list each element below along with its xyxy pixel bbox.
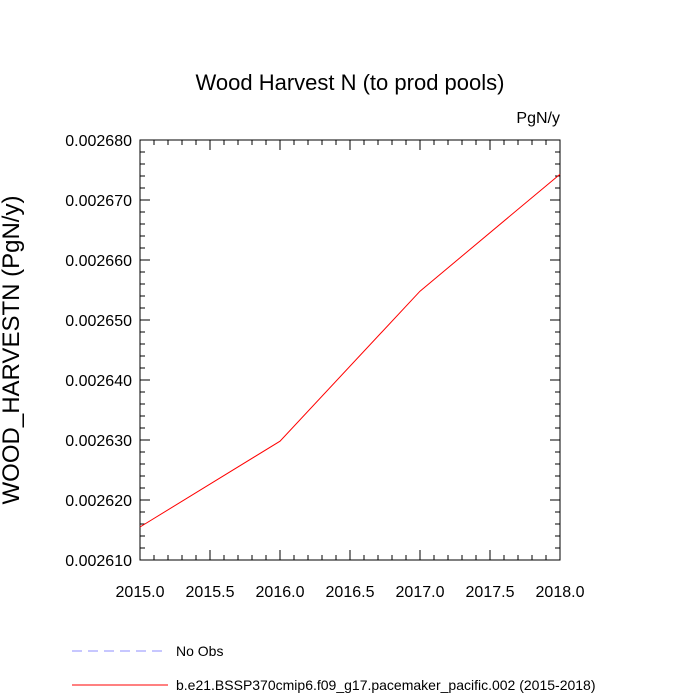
- units-label: PgN/y: [516, 110, 560, 127]
- x-tick-label: 2016.0: [256, 584, 305, 601]
- y-axis-label: WOOD_HARVESTN (PgN/y): [0, 196, 25, 505]
- x-tick-label: 2015.5: [186, 584, 235, 601]
- x-axis-tick-labels: 2015.0 2015.5 2016.0 2016.5 2017.0 2017.5 2018…: [116, 584, 585, 601]
- x-tick-label: 2015.0: [116, 584, 165, 601]
- y-tick-label: 0.002640: [65, 373, 132, 390]
- x-tick-label: 2017.5: [466, 584, 515, 601]
- series-group: [139, 173, 561, 528]
- y-tick-label: 0.002680: [65, 133, 132, 150]
- x-tick-label: 2016.5: [326, 584, 375, 601]
- legend: No Obs b.e21.BSSP370cmip6.f09_g17.pacema…: [72, 643, 596, 693]
- y-tick-label: 0.002660: [65, 253, 132, 270]
- y-tick-label: 0.002620: [65, 493, 132, 510]
- y-tick-label: 0.002610: [65, 553, 132, 570]
- x-axis-ticks: [139, 140, 561, 560]
- chart-title: Wood Harvest N (to prod pools): [196, 70, 505, 95]
- y-tick-label: 0.002630: [65, 433, 132, 450]
- y-tick-label: 0.002670: [65, 193, 132, 210]
- plot-frame: [139, 139, 561, 561]
- y-axis-ticks: [140, 139, 560, 561]
- x-tick-label: 2017.0: [396, 584, 445, 601]
- y-tick-label: 0.002650: [65, 313, 132, 330]
- legend-label-no-obs: No Obs: [176, 643, 223, 659]
- y-axis-tick-labels: 0.002610 0.002620 0.002630 0.002640 0.002650…: [65, 133, 132, 570]
- series-line: [139, 173, 561, 528]
- x-tick-label: 2018.0: [536, 584, 585, 601]
- legend-label-model-run: b.e21.BSSP370cmip6.f09_g17.pacemaker_pac…: [176, 677, 596, 693]
